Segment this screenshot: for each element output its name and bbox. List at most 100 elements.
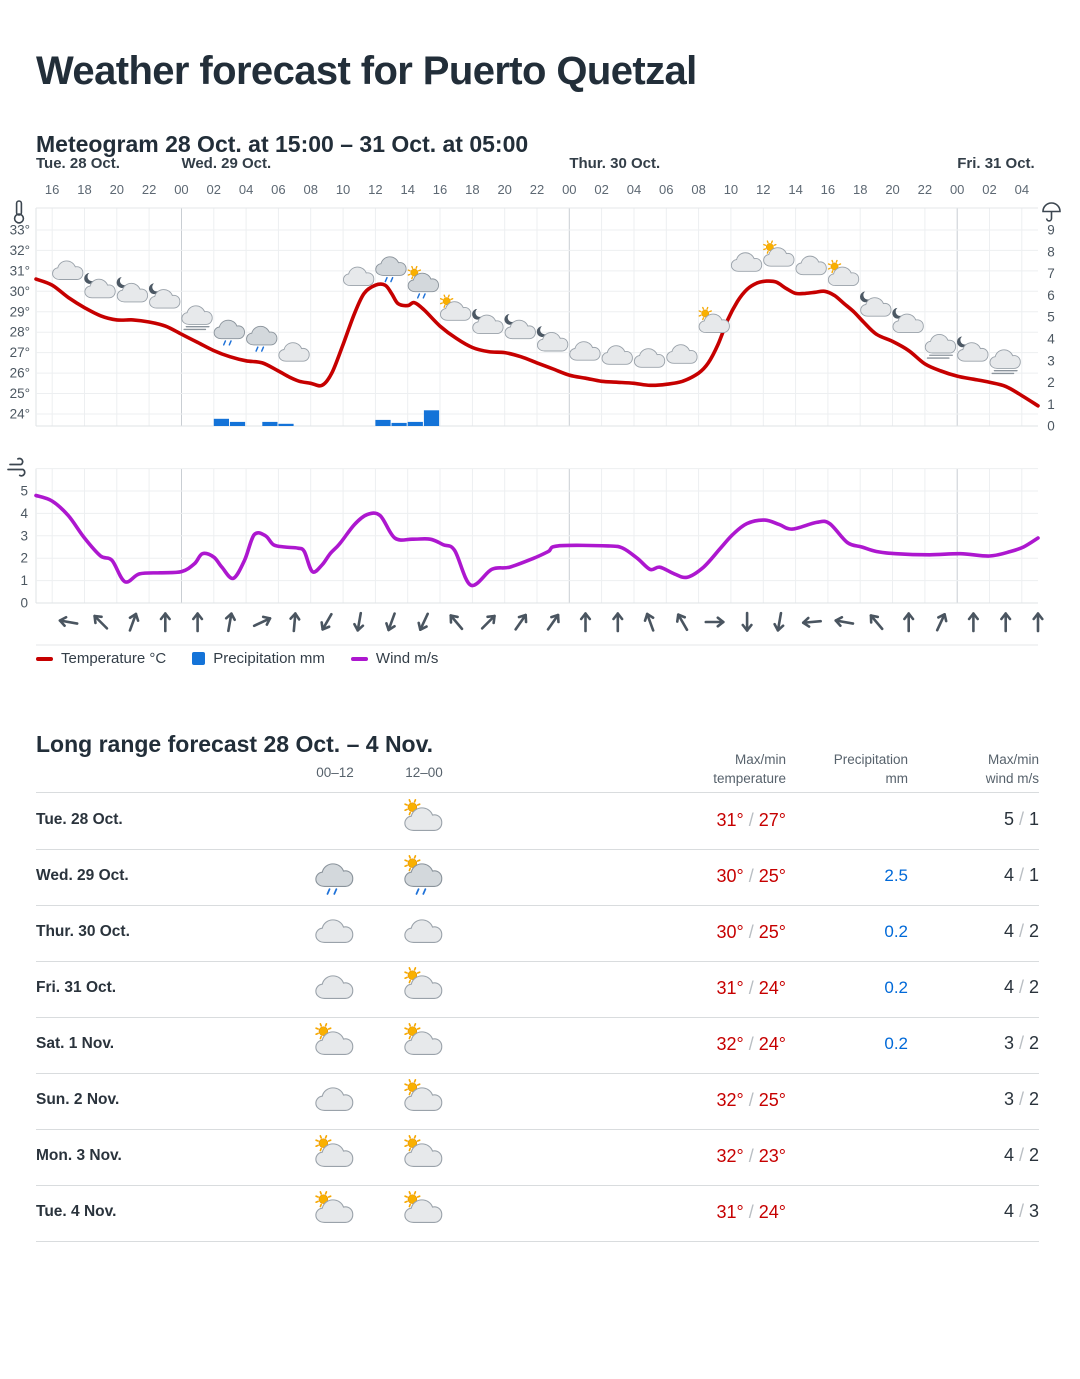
partlycloudy_day-icon <box>439 294 472 321</box>
temp-axis-label: 25° <box>10 386 30 401</box>
partlycloudy_night-icon <box>536 326 569 352</box>
temp-axis-label: 29° <box>10 304 30 319</box>
forecast-day-label: Mon. 3 Nov. <box>36 1147 122 1164</box>
forecast-precipitation: 0.2 <box>884 978 908 997</box>
wind-direction-arrow <box>252 615 272 628</box>
forecast-icon-12-00 <box>402 1023 446 1069</box>
wind-axis-label: 3 <box>20 528 28 543</box>
hour-tick-label: 14 <box>400 182 415 197</box>
precip-axis-label: 5 <box>1047 310 1055 325</box>
cloudy-icon <box>601 345 633 365</box>
hour-tick-label: 18 <box>465 182 480 197</box>
temp-axis-label: 32° <box>10 243 30 258</box>
wind-direction-arrow <box>385 612 396 632</box>
wind-axis-label: 4 <box>20 506 28 521</box>
wind-direction-arrow <box>128 612 140 632</box>
hour-tick-label: 02 <box>594 182 609 197</box>
partlycloudy_night-icon <box>148 283 181 309</box>
wind-axis-label: 1 <box>20 573 28 588</box>
table-separator <box>36 1073 1039 1074</box>
lightrain-icon <box>246 325 278 352</box>
precipitation-bar <box>229 421 246 426</box>
hour-tick-label: 16 <box>820 182 836 197</box>
table-separator <box>36 1241 1039 1242</box>
hour-tick-label: 22 <box>917 182 933 197</box>
wind-direction-arrow <box>224 612 236 633</box>
column-header-00-12: 00–12 <box>316 765 354 780</box>
wind-direction-arrow <box>1000 612 1012 633</box>
precipitation-bar <box>213 418 229 426</box>
wind-direction-arrow <box>58 615 79 628</box>
day-label: Fri. 31 Oct. <box>957 155 1035 172</box>
forecast-icon-00-12 <box>313 855 357 901</box>
wind-direction-arrow <box>612 612 624 633</box>
partlycloudy_day-icon <box>404 967 443 999</box>
precipitation-bar <box>407 421 423 426</box>
chart-legend: Temperature °C Precipitation mm Wind m/s <box>36 650 438 667</box>
partlycloudy_day-icon <box>404 1135 443 1167</box>
partlycloudy_night-icon <box>504 313 536 340</box>
partlycloudy_night-icon <box>860 291 892 317</box>
forecast-max-min-wind: 5 / 1 <box>1003 809 1039 829</box>
wind-direction-arrow <box>514 613 528 631</box>
precipitation-bar <box>262 421 278 426</box>
partlycloudy_night-icon <box>84 273 116 299</box>
hour-tick-label: 04 <box>238 182 254 197</box>
wind-direction-arrow <box>480 614 496 630</box>
hour-tick-label: 04 <box>626 182 642 197</box>
column-header-wind: Max/min wind m/s <box>985 752 1039 786</box>
column-header-temperature: Max/min temperature <box>713 752 786 786</box>
forecast-day-label: Sat. 1 Nov. <box>36 1035 115 1052</box>
hour-tick-label: 18 <box>852 182 868 197</box>
hour-tick-label: 12 <box>756 182 771 197</box>
forecast-day-label: Wed. 29 Oct. <box>36 867 129 884</box>
forecast-icon-00-12 <box>313 967 357 1013</box>
partlycloudy_day-icon <box>827 259 860 287</box>
temp-axis-label: 26° <box>10 366 30 381</box>
hour-tick-label: 08 <box>691 182 706 197</box>
forecast-day-label: Fri. 31 Oct. <box>36 979 117 996</box>
legend-label: Temperature °C <box>61 650 167 667</box>
lightrainshowers_day-icon <box>407 265 439 299</box>
day-label: Thur. 30 Oct. <box>569 155 661 172</box>
cloudy-icon <box>315 1087 354 1111</box>
forecast-max-min-wind: 4 / 2 <box>1003 1145 1039 1165</box>
wind-direction-arrow <box>773 611 785 632</box>
precip-axis-label: 8 <box>1047 244 1055 259</box>
table-separator <box>36 961 1039 962</box>
temp-axis-label: 31° <box>10 263 30 278</box>
wind-axis-label: 5 <box>20 484 28 499</box>
table-separator <box>36 792 1039 793</box>
wind-direction-arrow <box>643 612 655 632</box>
cloudy-icon <box>404 919 443 943</box>
column-header-12-00: 12–00 <box>405 765 443 780</box>
partlycloudy_night-icon <box>472 308 504 335</box>
temp-axis-label: 30° <box>10 284 30 299</box>
hour-tick-label: 00 <box>174 182 189 197</box>
forecast-max-min-temperature: 31° / 24° <box>716 1202 786 1222</box>
forecast-icon-12-00 <box>402 855 446 901</box>
partlycloudy_day-icon <box>315 1135 354 1167</box>
legend-item: Precipitation mm <box>192 650 325 667</box>
wind-direction-arrow <box>834 615 855 628</box>
forecast-max-min-wind: 4 / 3 <box>1003 1201 1039 1221</box>
cloudy-icon <box>730 252 763 272</box>
hour-tick-label: 10 <box>723 182 739 197</box>
wind-direction-arrow <box>741 611 753 632</box>
precipitation-bar <box>278 423 294 426</box>
forecast-day-label: Tue. 28 Oct. <box>36 811 123 828</box>
page-title: Weather forecast for Puerto Quetzal <box>36 48 697 93</box>
forecast-max-min-temperature: 32° / 24° <box>716 1034 786 1054</box>
forecast-precipitation: 2.5 <box>884 866 908 885</box>
forecast-icon-12-00 <box>402 1079 446 1125</box>
forecast-max-min-wind: 4 / 2 <box>1003 977 1039 997</box>
hour-tick-label: 20 <box>109 182 125 197</box>
table-separator <box>36 1017 1039 1018</box>
wind-direction-arrow <box>192 612 204 633</box>
forecast-day-label: Thur. 30 Oct. <box>36 923 130 940</box>
forecast-max-min-wind: 4 / 2 <box>1003 921 1039 941</box>
temp-axis-label: 28° <box>10 325 30 340</box>
cloudy-icon <box>343 266 375 287</box>
thermometer-icon <box>13 200 25 224</box>
forecast-max-min-temperature: 31° / 24° <box>716 978 786 998</box>
